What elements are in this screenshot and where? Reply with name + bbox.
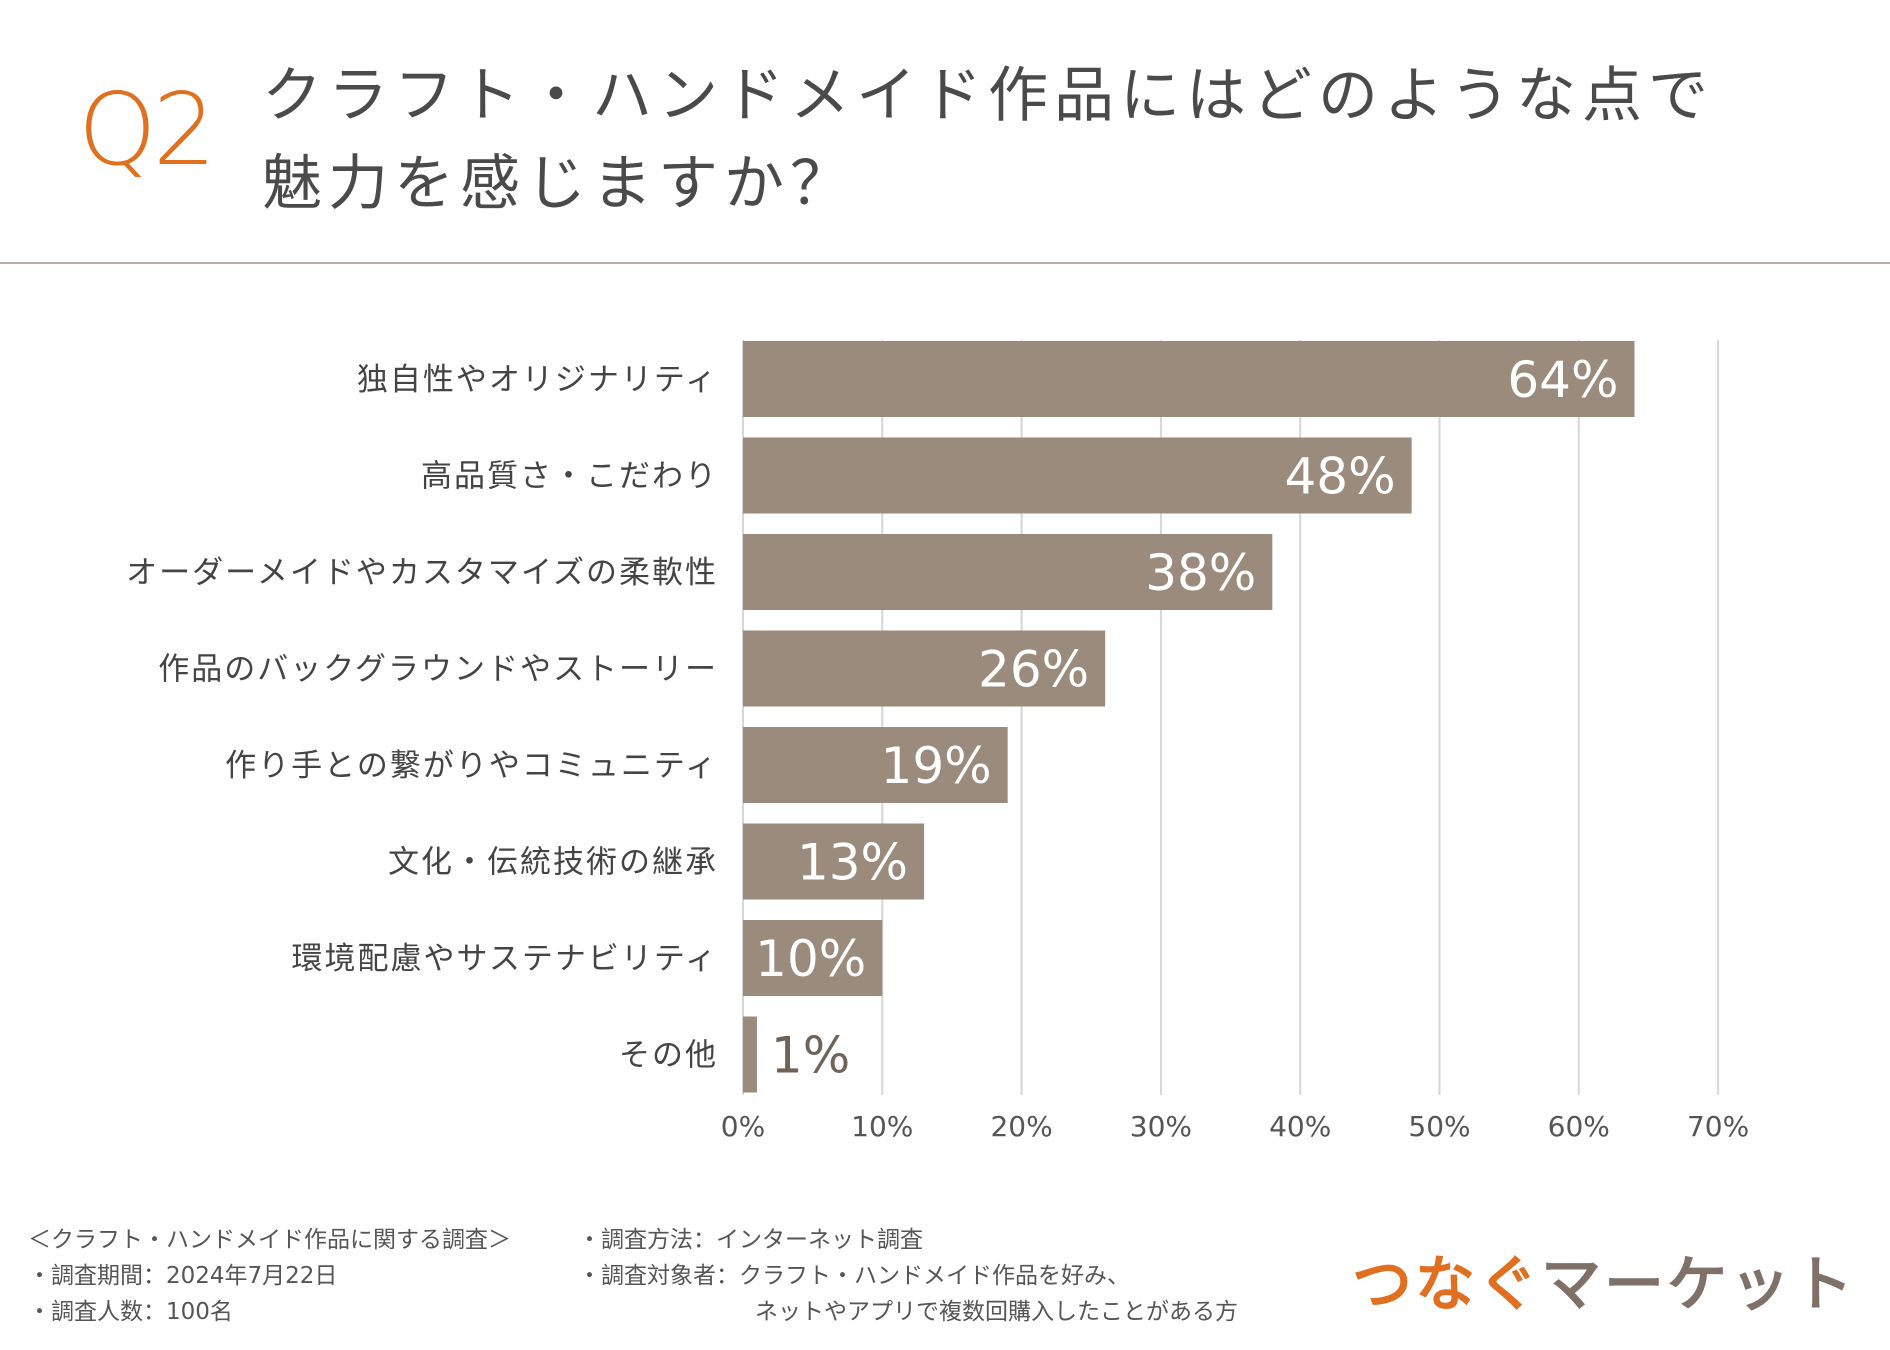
bar <box>743 823 925 900</box>
survey-method: ・調査方法：インターネット調査 <box>578 1227 923 1253</box>
survey-target-1: ・調査対象者：クラフト・ハンドメイド作品を好み、 <box>578 1263 1130 1289</box>
category-label: オーダーメイドやカスタマイズの柔軟性 <box>126 555 718 591</box>
title-line-1: クラフト・ハンドメイド作品にはどのような点で <box>262 61 1714 131</box>
value-label: 1% <box>771 1027 850 1085</box>
x-tick-label: 20% <box>990 1110 1052 1143</box>
bar <box>743 341 1635 417</box>
value-label: 13% <box>797 834 908 892</box>
header-divider <box>0 262 1890 264</box>
bar <box>743 1016 757 1093</box>
category-label: 環境配慮やサステナビリティ <box>291 941 718 977</box>
survey-period: ・調査期間：2024年7月22日 <box>28 1263 338 1289</box>
category-label: 作り手との繋がりやコミュニティ <box>225 748 718 784</box>
category-label: 作品のバックグラウンドやストーリー <box>158 652 718 688</box>
brand-logo: つなぐマーケット <box>1352 1236 1856 1323</box>
logo-part-1: つなぐ <box>1352 1250 1541 1320</box>
x-tick-label: 30% <box>1130 1110 1192 1143</box>
page-title: クラフト・ハンドメイド作品にはどのような点で 魅力を感じますか？ <box>262 52 1714 228</box>
header: Q2 クラフト・ハンドメイド作品にはどのような点で 魅力を感じますか？ <box>0 0 1890 263</box>
value-label: 38% <box>1145 544 1256 602</box>
value-label: 10% <box>755 930 866 988</box>
bar <box>743 727 1008 803</box>
value-label: 48% <box>1284 448 1395 506</box>
value-label: 19% <box>881 737 992 795</box>
x-tick-label: 50% <box>1408 1110 1470 1143</box>
category-label: 文化・伝統技術の継承 <box>388 845 718 881</box>
survey-target-2: ネットやアプリで複数回購入したことがある方 <box>755 1299 1238 1325</box>
category-label: その他 <box>619 1038 718 1074</box>
x-tick-label: 40% <box>1269 1110 1331 1143</box>
bar-chart: 0% 10% 20% 30% 40% 50% 60% 70% 独自性やオリジナリティ 64% 高品質… <box>126 340 1749 1143</box>
logo-part-2: マーケット <box>1541 1250 1856 1320</box>
bar <box>743 534 1273 610</box>
category-label: 独自性やオリジナリティ <box>357 362 718 398</box>
question-number: Q2 <box>78 71 216 188</box>
bar <box>743 437 1412 514</box>
survey-count: ・調査人数：100名 <box>28 1299 233 1325</box>
value-label: 26% <box>978 641 1089 699</box>
x-tick-label: 0% <box>721 1110 765 1143</box>
value-label: 64% <box>1507 351 1618 409</box>
title-line-2: 魅力を感じますか？ <box>262 149 856 219</box>
x-tick-label: 60% <box>1548 1110 1610 1143</box>
bar <box>743 920 883 996</box>
x-tick-label: 10% <box>851 1110 913 1143</box>
bar <box>743 630 1106 707</box>
x-tick-label: 70% <box>1687 1110 1749 1143</box>
survey-info-left: ＜クラフト・ハンドメイド作品に関する調査＞ ・調査期間：2024年7月22日 ・… <box>28 1222 511 1330</box>
category-label: 高品質さ・こだわり <box>421 459 718 495</box>
survey-info-right: ・調査方法：インターネット調査 ・調査対象者：クラフト・ハンドメイド作品を好み、… <box>578 1222 1238 1330</box>
survey-name: ＜クラフト・ハンドメイド作品に関する調査＞ <box>28 1227 511 1253</box>
